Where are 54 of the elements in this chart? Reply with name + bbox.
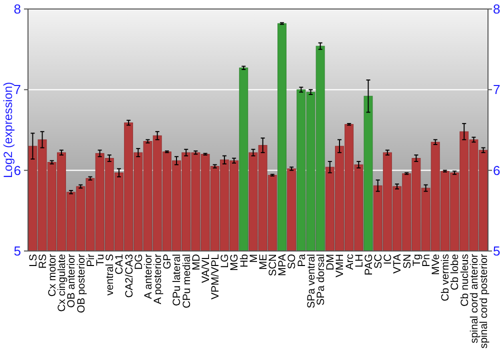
y-tick-label: 5 [14,244,21,259]
x-tick-label: Cx cingulate [56,254,68,312]
x-tick-label: CA1 [114,254,126,274]
x-tick-label: MG [228,254,241,271]
x-tick-label: VTA [392,254,404,274]
x-tick-label: ventral S [104,254,116,296]
x-tick-label: DG [132,254,145,270]
y2-tick-label: 8 [493,2,500,17]
x-tick-label: Tu [94,254,106,266]
x-tick-label: M [248,254,260,263]
x-tick-label: Cb nucleus [458,254,471,307]
x-tick-label: A posterior [152,254,164,304]
y2-tick-label: 7 [493,82,500,98]
x-tick-label: Tg [410,254,423,266]
x-tick-label: CA2/CA3 [123,254,136,298]
x-tick-label: LS [27,254,40,267]
x-tick-label: Hb [238,254,250,268]
x-tick-label: ME [257,254,270,270]
x-tick-label: A anterior [142,254,154,299]
x-tick-label: IC [382,254,394,264]
x-tick-label: OB anterior [66,254,78,308]
x-tick-label: Pir [84,254,97,267]
x-tick-label: SO [286,254,298,270]
x-tick-label: Arc [344,254,356,270]
x-tick-label: Pa [296,254,308,267]
y-tick-label: 6 [14,162,21,178]
x-tick-label: SPa dorsal [314,254,327,306]
x-tick-label: VPM/VPL [210,254,222,300]
x-tick-label: SN [401,254,414,269]
x-tick-label: LG [219,254,232,268]
y2-tick-label: 6 [493,162,500,178]
x-tick-label: RS [36,254,49,269]
y-axis-title: Log2 (expression) [1,82,15,178]
x-tick-label: PAG [362,254,375,276]
x-tick-label: CPu lateral [171,254,184,306]
x-tick-label: GP [162,254,174,270]
x-tick-label: VMH [334,254,346,278]
x-tick-label: MPA [276,254,289,276]
x-tick-label: MVe [430,254,442,276]
x-tick-label: OB posterior [75,254,88,313]
x-tick-label: spinal cord anterior [468,253,480,344]
x-tick-label: DM [324,254,337,270]
x-tick-label: Cb lobe [449,254,462,290]
x-tick-label: LH [353,254,366,268]
x-tick-label: SCN [267,254,280,276]
x-tick-label: MD [190,254,202,270]
y-tick-label: 8 [14,2,21,17]
x-tick-label: SC [372,254,385,269]
x-tick-label: CPu medial [180,254,193,308]
x-tick-label: spinal cord posterior [478,253,490,349]
x-tick-label: VA/VL [200,254,212,283]
y-tick-label: 7 [14,82,21,98]
y2-tick-label: 5 [493,244,500,259]
x-tick-label: SPa ventral [305,254,318,308]
